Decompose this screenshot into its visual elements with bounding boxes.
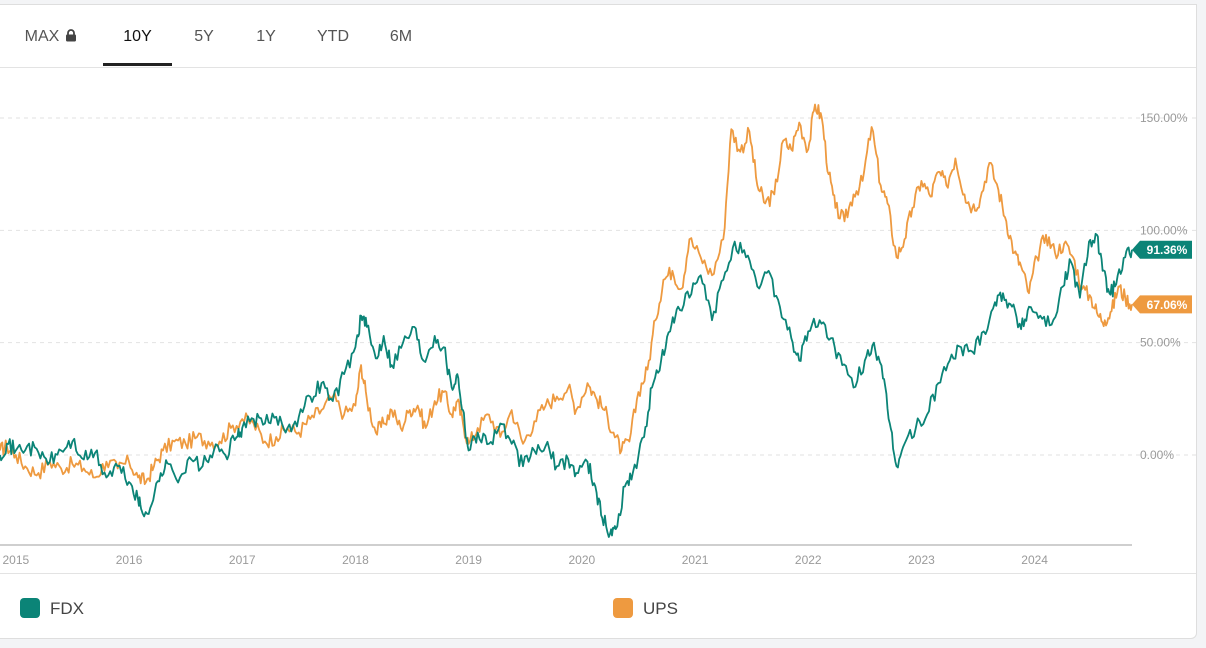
price-chart: 150.00% 100.00% 50.00% 0.00% 2015 2016 2017 201… — [0, 103, 1196, 567]
x-tick-label: 2018 — [342, 553, 369, 567]
last-value-label-fdx: 91.36% — [1147, 243, 1188, 257]
x-tick-label: 2024 — [1021, 553, 1048, 567]
x-tick-label: 2020 — [568, 553, 595, 567]
tab-max-label: MAX — [24, 28, 60, 45]
legend-item-ups[interactable]: UPS — [613, 598, 678, 620]
x-tick-label: 2016 — [116, 553, 143, 567]
y-tick-label: 150.00% — [1140, 111, 1188, 125]
x-tick-label: 2022 — [795, 553, 822, 567]
y-tick-label: 50.00% — [1140, 336, 1181, 350]
tab-max[interactable]: MAX — [18, 5, 84, 66]
tab-1y[interactable]: 1Y — [256, 28, 276, 45]
last-value-badge-ups — [1132, 295, 1192, 314]
last-value-label-ups: 67.06% — [1147, 298, 1188, 312]
range-tabs: MAX 10Y 5Y 1Y YTD 6M — [0, 5, 1196, 68]
x-tick-label: 2015 — [2, 553, 29, 567]
tab-10y[interactable]: 10Y — [103, 5, 172, 66]
tab-5y[interactable]: 5Y — [194, 28, 214, 45]
chart-area: 150.00% 100.00% 50.00% 0.00% 2015 2016 2017 201… — [0, 67, 1196, 577]
x-tick-label: 2017 — [229, 553, 256, 567]
series-line-ups — [0, 103, 1133, 486]
legend: FDX UPS — [0, 573, 1196, 640]
legend-item-fdx[interactable]: FDX — [20, 598, 84, 620]
lock-icon — [65, 6, 77, 70]
x-tick-label: 2019 — [455, 553, 482, 567]
last-value-badge-fdx — [1132, 240, 1192, 259]
legend-swatch-fdx — [20, 598, 40, 618]
legend-swatch-ups — [613, 598, 633, 618]
tab-6m[interactable]: 6M — [389, 28, 413, 45]
chart-card: MAX 10Y 5Y 1Y YTD 6M 150.00% 100.00% 50.00… — [0, 4, 1197, 639]
x-tick-label: 2021 — [682, 553, 709, 567]
legend-label-ups: UPS — [643, 599, 678, 618]
legend-label-fdx: FDX — [50, 599, 84, 618]
y-tick-label: 100.00% — [1140, 223, 1188, 237]
y-tick-label: 0.00% — [1140, 448, 1174, 462]
series-line-fdx — [0, 232, 1133, 538]
tab-ytd[interactable]: YTD — [317, 28, 349, 45]
x-tick-label: 2023 — [908, 553, 935, 567]
